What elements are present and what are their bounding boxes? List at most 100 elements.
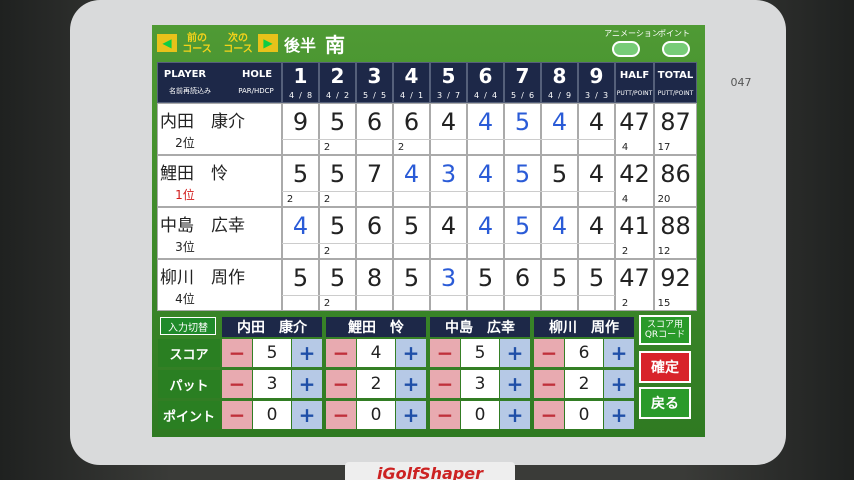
minus-button[interactable]: − bbox=[534, 401, 564, 429]
score: 6 bbox=[366, 212, 383, 240]
plus-button[interactable]: + bbox=[500, 401, 530, 429]
putt-cell bbox=[319, 191, 356, 207]
slash: / bbox=[558, 90, 561, 100]
plus-button[interactable]: + bbox=[292, 339, 322, 367]
input-value: 0 bbox=[461, 401, 499, 429]
plus-button[interactable]: + bbox=[604, 370, 634, 398]
score: 6 bbox=[366, 108, 383, 136]
putt-cell bbox=[282, 139, 319, 155]
qr-button[interactable]: スコア用QRコード bbox=[639, 315, 691, 345]
plus-button[interactable]: + bbox=[396, 401, 426, 429]
hole-header bbox=[430, 62, 467, 103]
par-label: PAR/HDCP bbox=[238, 87, 274, 95]
score-cell bbox=[467, 155, 504, 207]
putt-cell bbox=[541, 243, 578, 259]
score: 4 bbox=[440, 108, 457, 136]
next-button-label[interactable]: コース bbox=[223, 44, 253, 55]
score-cell bbox=[504, 207, 541, 259]
putt-cell bbox=[541, 295, 578, 311]
slash: / bbox=[484, 90, 487, 100]
slash: / bbox=[373, 90, 376, 100]
minus-button[interactable]: − bbox=[326, 339, 356, 367]
putt-cell bbox=[504, 139, 541, 155]
confirm-button[interactable]: 確定 bbox=[639, 351, 691, 383]
course-half: 後半 bbox=[283, 36, 316, 55]
back-button[interactable]: 戻る bbox=[639, 387, 691, 419]
input-value: 0 bbox=[357, 401, 395, 429]
plus-button[interactable]: + bbox=[292, 401, 322, 429]
minus-button[interactable]: − bbox=[222, 339, 252, 367]
score: 5 bbox=[514, 108, 531, 136]
prev-button-label[interactable]: コース bbox=[182, 44, 212, 55]
toggle-switch[interactable] bbox=[612, 41, 640, 57]
score: 4 bbox=[440, 212, 457, 240]
putt-cell bbox=[393, 243, 430, 259]
minus-button[interactable]: − bbox=[534, 370, 564, 398]
score: 3 bbox=[440, 264, 457, 292]
score-cell bbox=[578, 103, 615, 155]
score: 5 bbox=[477, 264, 494, 292]
plus-button[interactable]: + bbox=[396, 370, 426, 398]
score: 4 bbox=[403, 160, 420, 188]
half-score: 47 bbox=[619, 108, 650, 136]
putt: 2 bbox=[323, 193, 331, 205]
player-name: 柳川 周作 bbox=[160, 267, 245, 288]
device-number: 047 bbox=[730, 75, 752, 89]
player-rank: 2位 bbox=[175, 135, 195, 150]
prev-button-label[interactable]: 前の bbox=[187, 33, 207, 44]
minus-button[interactable]: − bbox=[430, 401, 460, 429]
input-value: 5 bbox=[253, 339, 291, 367]
score: 6 bbox=[403, 108, 420, 136]
minus-button[interactable]: − bbox=[222, 401, 252, 429]
putt: 2 bbox=[323, 297, 331, 309]
score-cell bbox=[541, 155, 578, 207]
score-cell bbox=[282, 155, 319, 207]
plus-button[interactable]: + bbox=[500, 370, 530, 398]
putt-cell bbox=[356, 243, 393, 259]
half-putt: 2 bbox=[621, 245, 629, 257]
plus-button[interactable]: + bbox=[604, 339, 634, 367]
hole-hdcp: 2 bbox=[343, 90, 350, 100]
total-score: 88 bbox=[660, 212, 691, 240]
half-score: 41 bbox=[619, 212, 650, 240]
minus-button[interactable]: − bbox=[534, 339, 564, 367]
hole-header bbox=[319, 62, 356, 103]
toggle-switch[interactable] bbox=[662, 41, 690, 57]
hole-par: 5 bbox=[510, 90, 517, 100]
screen: ◀ 前の コース 次の コース ▶ 後半南アニメーション ポイント PLAYER HOLE 名前再読… bbox=[152, 25, 705, 437]
slash: / bbox=[595, 90, 598, 100]
minus-button[interactable]: − bbox=[430, 370, 460, 398]
score-cell bbox=[356, 207, 393, 259]
total-cell bbox=[654, 155, 697, 207]
putt-cell bbox=[319, 139, 356, 155]
score: 8 bbox=[366, 264, 383, 292]
putt-cell bbox=[356, 295, 393, 311]
minus-button[interactable]: − bbox=[222, 370, 252, 398]
hole-hdcp: 6 bbox=[528, 90, 535, 100]
putt-cell bbox=[430, 191, 467, 207]
plus-button[interactable]: + bbox=[292, 370, 322, 398]
input-value: 3 bbox=[253, 370, 291, 398]
plus-button[interactable]: + bbox=[396, 339, 426, 367]
putt-cell bbox=[356, 191, 393, 207]
prev-button-arrow[interactable]: ◀ bbox=[157, 34, 177, 52]
hole-header bbox=[541, 62, 578, 103]
minus-button[interactable]: − bbox=[326, 401, 356, 429]
half-cell bbox=[615, 259, 654, 311]
player-name: 鯉田 怜 bbox=[160, 163, 228, 184]
input-player-name: 内田 康介 bbox=[222, 317, 322, 337]
score-cell bbox=[541, 207, 578, 259]
plus-button[interactable]: + bbox=[604, 401, 634, 429]
score: 5 bbox=[292, 160, 309, 188]
switch-button[interactable]: 入力切替 bbox=[160, 317, 216, 335]
putt-cell bbox=[467, 139, 504, 155]
reload-label[interactable]: 名前再読込み bbox=[169, 87, 211, 95]
score-cell bbox=[504, 155, 541, 207]
plus-button[interactable]: + bbox=[500, 339, 530, 367]
score-cell bbox=[430, 259, 467, 311]
next-button-label[interactable]: 次の bbox=[228, 33, 248, 44]
minus-button[interactable]: − bbox=[430, 339, 460, 367]
score-cell bbox=[578, 155, 615, 207]
minus-button[interactable]: − bbox=[326, 370, 356, 398]
next-button-arrow[interactable]: ▶ bbox=[258, 34, 278, 52]
